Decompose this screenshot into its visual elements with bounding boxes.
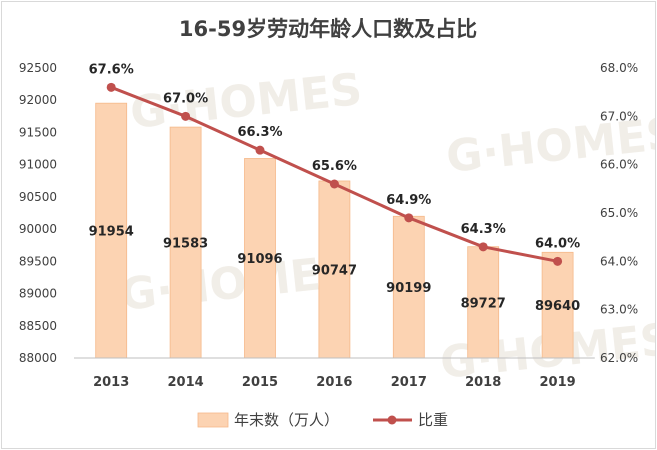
chart-title: 16-59岁劳动年龄人口数及占比 [179,17,477,41]
legend-line-label: 比重 [418,411,448,429]
ratio-point-2018 [478,242,488,252]
ratio-point-2015 [255,145,265,155]
ratio-value-label: 67.6% [89,62,134,77]
x-tick-label: 2017 [391,375,427,390]
ratio-value-label: 64.9% [386,193,431,208]
ratio-value-label: 67.0% [163,91,208,106]
x-tick-label: 2014 [168,375,204,390]
x-tick-label: 2013 [93,375,129,390]
ratio-value-label: 64.0% [535,236,580,251]
x-tick-label: 2015 [242,375,278,390]
bar-value-label: 91954 [89,225,134,240]
ratio-point-2014 [181,111,191,121]
left-tick-label: 89500 [19,254,57,268]
ratio-value-label: 65.6% [312,159,357,174]
x-tick-label: 2016 [316,375,352,390]
bar-2017 [392,215,425,359]
bar-series: 91954 91583 91096 90747 90199 89727 89640 [89,102,580,359]
ratio-value-label: 64.3% [461,222,506,237]
legend: 年末数（万人） 比重 [197,411,448,429]
ratio-point-2013 [106,82,116,92]
ratio-point-2019 [553,256,563,266]
left-tick-label: 92000 [19,93,57,107]
right-tick-label: 63.0% [600,303,638,317]
bar-2015 [244,158,276,359]
left-tick-label: 91000 [19,158,57,172]
bar-2013 [95,102,128,359]
bar-value-label: 90199 [386,281,431,296]
left-tick-label: 91500 [19,125,57,139]
right-tick-label: 64.0% [600,254,638,268]
bar-2018 [467,246,500,359]
legend-bar-label: 年末数（万人） [234,411,339,429]
x-tick-label: 2019 [540,375,576,390]
x-tick-label: 2018 [465,375,501,390]
ratio-point-2017 [404,213,414,223]
bar-value-label: 89727 [461,296,506,311]
right-axis: 62.0% 63.0% 64.0% 65.0% 66.0% 67.0% 68.0% [600,61,638,365]
right-tick-label: 62.0% [600,351,638,365]
left-axis: 88000 88500 89000 89500 90000 90500 91000 91500… [19,61,57,365]
bar-2014 [169,126,202,359]
x-axis: 2013 2014 2015 2016 2017 2018 2019 [74,357,595,390]
legend-line-marker [387,415,397,425]
left-tick-label: 90500 [19,190,57,204]
left-tick-label: 92500 [19,61,57,75]
legend-bar-swatch [197,412,229,428]
left-tick-label: 90000 [19,222,57,236]
ratio-value-label: 66.3% [237,125,282,140]
left-tick-label: 88000 [19,351,57,365]
line-series: 67.6% 67.0% 66.3% 65.6% 64.9% 64.3% 64.0% [89,62,580,266]
bar-value-label: 90747 [312,263,357,278]
right-tick-label: 68.0% [600,61,638,75]
bar-value-label: 91096 [237,252,282,267]
right-tick-label: 65.0% [600,206,638,220]
left-tick-label: 89000 [19,287,57,301]
left-tick-label: 88500 [19,319,57,333]
ratio-point-2016 [329,179,339,189]
bar-2019 [541,251,574,359]
right-tick-label: 66.0% [600,158,638,172]
right-tick-label: 67.0% [600,109,638,123]
bar-value-label: 91583 [163,237,208,252]
bar-value-label: 89640 [535,299,580,314]
